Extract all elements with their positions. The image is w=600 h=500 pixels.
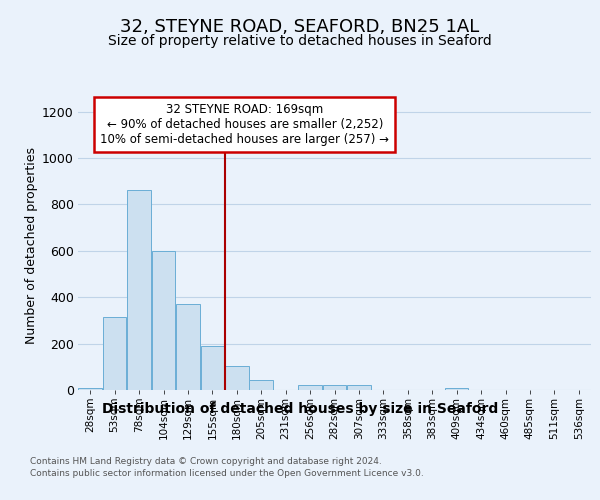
Bar	[298, 386, 322, 390]
Bar	[445, 388, 469, 390]
Bar	[200, 346, 224, 390]
Text: Distribution of detached houses by size in Seaford: Distribution of detached houses by size …	[102, 402, 498, 416]
Text: 32, STEYNE ROAD, SEAFORD, BN25 1AL: 32, STEYNE ROAD, SEAFORD, BN25 1AL	[121, 18, 479, 36]
Text: Contains HM Land Registry data © Crown copyright and database right 2024.: Contains HM Land Registry data © Crown c…	[30, 458, 382, 466]
Bar	[103, 317, 127, 390]
Bar	[347, 386, 371, 390]
Bar	[79, 388, 102, 390]
Bar	[176, 304, 200, 390]
Text: 32 STEYNE ROAD: 169sqm
← 90% of detached houses are smaller (2,252)
10% of semi-: 32 STEYNE ROAD: 169sqm ← 90% of detached…	[100, 103, 389, 146]
Bar	[152, 251, 175, 390]
Bar	[250, 380, 273, 390]
Y-axis label: Number of detached properties: Number of detached properties	[25, 146, 38, 344]
Text: Contains public sector information licensed under the Open Government Licence v3: Contains public sector information licen…	[30, 469, 424, 478]
Text: Size of property relative to detached houses in Seaford: Size of property relative to detached ho…	[108, 34, 492, 48]
Bar	[323, 386, 346, 390]
Bar	[127, 190, 151, 390]
Bar	[225, 366, 248, 390]
